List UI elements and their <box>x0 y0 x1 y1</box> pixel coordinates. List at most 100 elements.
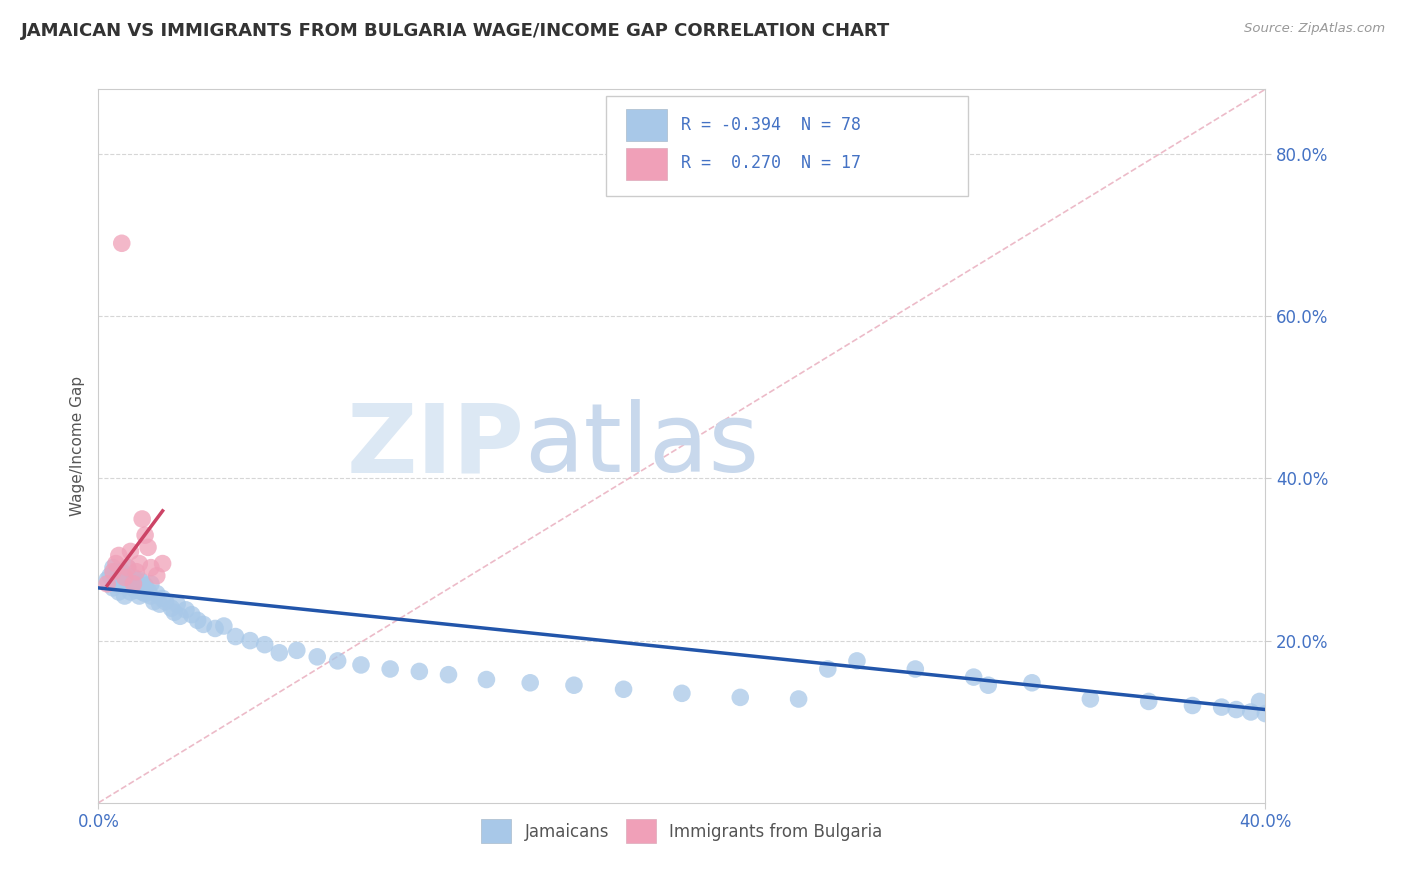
Point <box>120 544 142 558</box>
Point <box>134 578 156 592</box>
Point <box>122 581 145 595</box>
Point <box>562 678 585 692</box>
Point <box>108 573 131 587</box>
Bar <box>626 109 666 141</box>
Point <box>139 577 162 591</box>
Point <box>307 649 329 664</box>
Point <box>134 528 156 542</box>
Point <box>152 557 174 571</box>
Point <box>174 603 197 617</box>
Point <box>730 690 752 705</box>
Point <box>117 560 139 574</box>
Point <box>111 570 134 584</box>
Point <box>142 595 165 609</box>
Legend: Jamaicans, Immigrants from Bulgaria: Jamaicans, Immigrants from Bulgaria <box>477 814 887 848</box>
Point <box>204 622 226 636</box>
Text: R = -0.394  N = 78: R = -0.394 N = 78 <box>681 116 860 134</box>
Text: ZIP: ZIP <box>346 400 524 492</box>
Point <box>96 573 118 587</box>
Point <box>212 619 235 633</box>
Text: JAMAICAN VS IMMIGRANTS FROM BULGARIA WAGE/INCOME GAP CORRELATION CHART: JAMAICAN VS IMMIGRANTS FROM BULGARIA WAG… <box>21 22 890 40</box>
Point <box>125 577 148 591</box>
Point <box>612 682 634 697</box>
Point <box>904 662 927 676</box>
Point <box>104 577 127 591</box>
Point <box>117 568 139 582</box>
Point <box>846 654 869 668</box>
Point <box>114 589 136 603</box>
Point <box>187 613 209 627</box>
Point <box>193 617 215 632</box>
Point <box>114 575 136 590</box>
Point <box>98 568 121 582</box>
Point <box>122 570 145 584</box>
Point <box>269 646 291 660</box>
Point <box>180 607 202 622</box>
Point <box>128 589 150 603</box>
Point <box>1225 702 1247 716</box>
Point <box>146 568 169 582</box>
Point <box>108 585 131 599</box>
Point <box>139 589 162 603</box>
Point <box>139 560 162 574</box>
Point <box>1211 700 1233 714</box>
Point <box>120 575 142 590</box>
Point <box>108 549 131 563</box>
Point <box>149 597 172 611</box>
Point <box>131 512 153 526</box>
Point <box>671 686 693 700</box>
Y-axis label: Wage/Income Gap: Wage/Income Gap <box>69 376 84 516</box>
Point <box>380 662 402 676</box>
Point <box>1181 698 1204 713</box>
Point <box>134 586 156 600</box>
Point <box>117 578 139 592</box>
Point <box>155 595 177 609</box>
Point <box>519 675 541 690</box>
Point <box>125 565 148 579</box>
Text: Source: ZipAtlas.com: Source: ZipAtlas.com <box>1244 22 1385 36</box>
Point <box>152 591 174 606</box>
Point <box>128 557 150 571</box>
Point <box>136 541 159 555</box>
Point <box>160 601 183 615</box>
Point <box>104 557 127 571</box>
Point <box>104 565 127 579</box>
Point <box>437 667 460 681</box>
Point <box>146 586 169 600</box>
Point <box>787 692 810 706</box>
Point <box>136 583 159 598</box>
Point <box>1254 706 1277 721</box>
FancyBboxPatch shape <box>606 96 967 196</box>
Point <box>111 565 134 579</box>
Point <box>1021 675 1043 690</box>
Point <box>1080 692 1102 706</box>
Point <box>131 585 153 599</box>
Point <box>1137 694 1160 708</box>
Bar <box>626 148 666 180</box>
Point <box>166 597 188 611</box>
Point <box>475 673 498 687</box>
Point <box>962 670 984 684</box>
Point <box>101 560 124 574</box>
Point <box>111 236 134 251</box>
Point <box>977 678 1000 692</box>
Point <box>285 643 308 657</box>
Point <box>350 657 373 672</box>
Text: atlas: atlas <box>524 400 759 492</box>
Point <box>111 578 134 592</box>
Point <box>817 662 839 676</box>
Point <box>122 577 145 591</box>
Point <box>163 605 186 619</box>
Point <box>125 583 148 598</box>
Point <box>253 638 276 652</box>
Point <box>408 665 430 679</box>
Point <box>326 654 349 668</box>
Point <box>120 585 142 599</box>
Text: R =  0.270  N = 17: R = 0.270 N = 17 <box>681 154 860 172</box>
Point <box>114 570 136 584</box>
Point <box>239 633 262 648</box>
Point <box>169 609 191 624</box>
Point <box>128 573 150 587</box>
Point <box>225 630 247 644</box>
Point <box>1249 694 1271 708</box>
